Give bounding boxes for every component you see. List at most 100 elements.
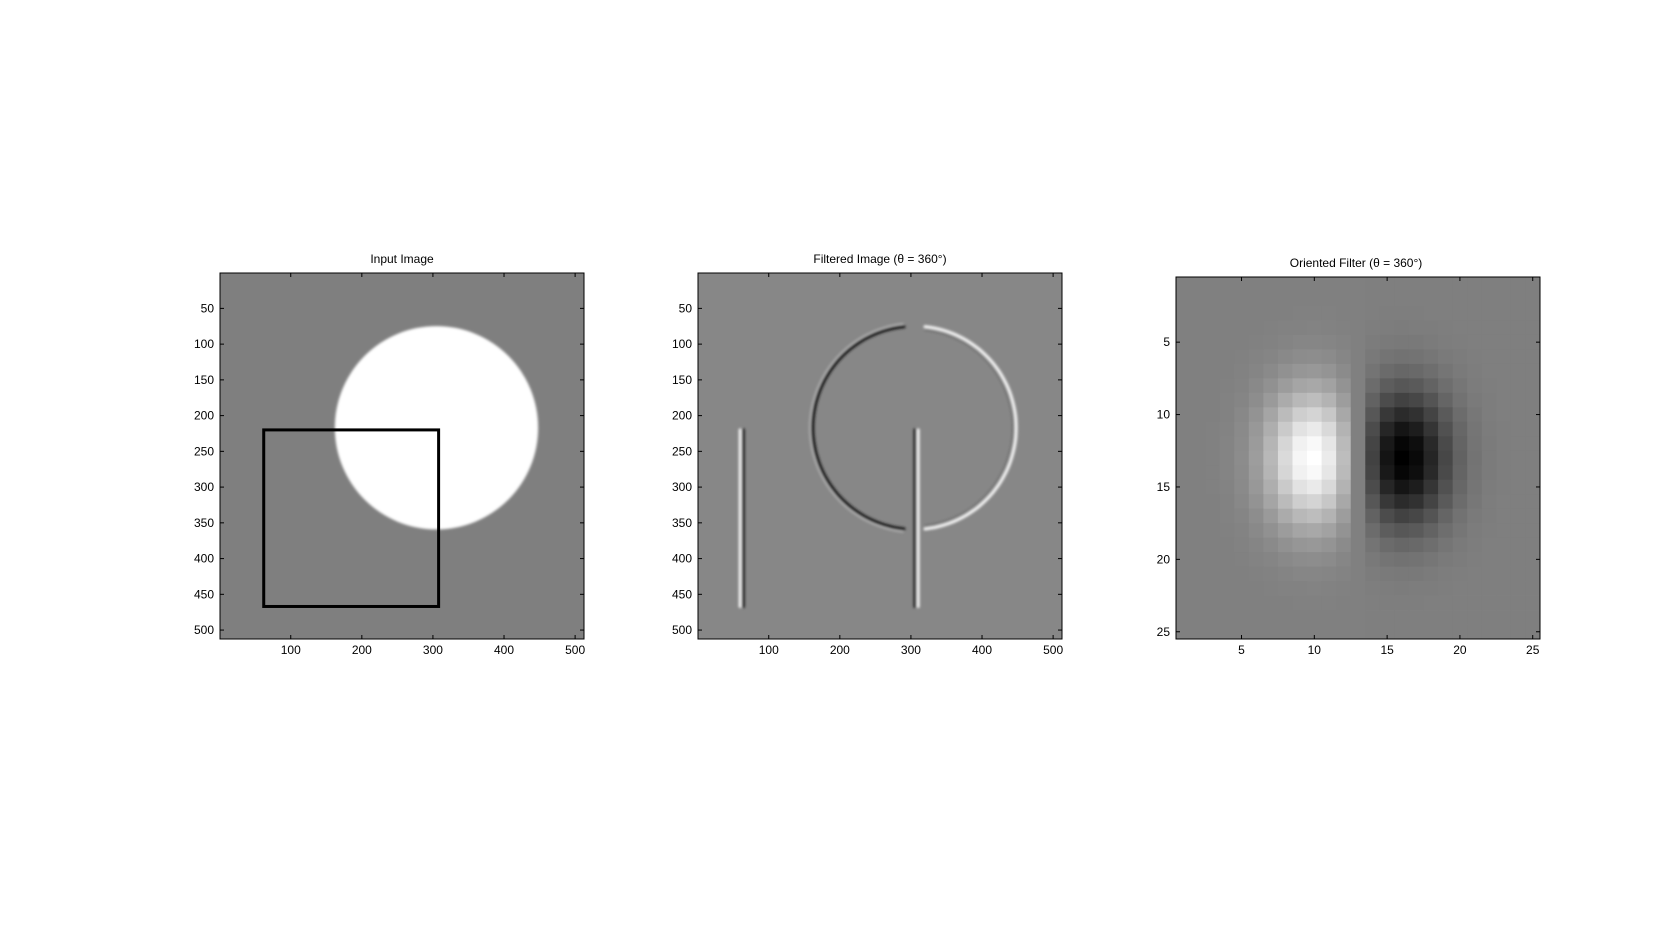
- filter-cell: [1481, 349, 1497, 365]
- x-tick-label: 20: [1453, 643, 1467, 657]
- filter-cell: [1321, 334, 1337, 350]
- filter-cell: [1408, 610, 1424, 625]
- filter-cell: [1205, 494, 1221, 510]
- filter-cell: [1365, 291, 1381, 307]
- filter-cell: [1510, 277, 1526, 292]
- filter-cell: [1321, 581, 1337, 596]
- filter-cell: [1525, 378, 1541, 394]
- filter-cell: [1350, 277, 1366, 292]
- white-disk: [334, 326, 539, 530]
- filter-cell: [1234, 334, 1250, 350]
- filter-cell: [1336, 291, 1352, 307]
- filter-cell: [1219, 277, 1235, 292]
- filter-cell: [1394, 334, 1410, 350]
- filter-cell: [1336, 392, 1352, 408]
- filter-cell: [1190, 494, 1206, 510]
- filter-cell: [1408, 581, 1424, 596]
- filter-cell: [1408, 305, 1424, 321]
- filter-cell: [1525, 610, 1541, 625]
- filter-cell: [1365, 363, 1381, 379]
- filter-cell: [1423, 349, 1439, 365]
- filter-cell: [1467, 494, 1483, 510]
- y-tick-label: 5: [1163, 335, 1170, 349]
- filter-cell: [1510, 537, 1526, 553]
- filter-cell: [1292, 537, 1308, 553]
- filter-cell: [1525, 566, 1541, 582]
- y-tick-label: 25: [1157, 625, 1171, 639]
- filter-cell: [1190, 320, 1206, 336]
- filter-cell: [1350, 479, 1366, 495]
- filter-cell: [1452, 508, 1468, 524]
- filter-cell: [1234, 537, 1250, 553]
- filter-cell: [1510, 392, 1526, 408]
- filter-cell: [1248, 450, 1264, 466]
- filter-cell: [1190, 566, 1206, 582]
- filter-cell: [1452, 392, 1468, 408]
- filter-cell: [1496, 537, 1512, 553]
- filter-cell: [1423, 305, 1439, 321]
- filter-cell: [1525, 305, 1541, 321]
- filter-cell: [1438, 508, 1454, 524]
- filter-cell: [1408, 277, 1424, 292]
- filter-cell: [1219, 479, 1235, 495]
- filter-cell: [1190, 581, 1206, 596]
- filter-cell: [1219, 421, 1235, 437]
- filter-cell: [1248, 407, 1264, 423]
- x-tick-label: 25: [1526, 643, 1540, 657]
- filter-cell: [1234, 508, 1250, 524]
- filter-cell: [1190, 479, 1206, 495]
- filter-cell: [1496, 494, 1512, 510]
- filter-cell: [1510, 378, 1526, 394]
- filter-cell: [1525, 523, 1541, 539]
- filter-cell: [1379, 305, 1395, 321]
- filter-cell: [1336, 421, 1352, 437]
- filter-cell: [1365, 494, 1381, 510]
- filter-cell: [1496, 595, 1512, 611]
- filter-cell: [1379, 378, 1395, 394]
- filter-cell: [1190, 595, 1206, 611]
- filter-cell: [1176, 291, 1191, 307]
- filter-cell: [1423, 334, 1439, 350]
- filter-cell: [1277, 378, 1293, 394]
- filter-cell: [1336, 465, 1352, 481]
- y-tick-label: 10: [1157, 408, 1171, 422]
- filter-cell: [1467, 320, 1483, 336]
- filter-cell: [1496, 392, 1512, 408]
- filter-cell: [1438, 421, 1454, 437]
- x-tick-label: 500: [1043, 643, 1063, 657]
- filter-cell: [1423, 479, 1439, 495]
- filter-cell: [1176, 392, 1191, 408]
- filter-cell: [1205, 537, 1221, 553]
- filter-cell: [1408, 450, 1424, 466]
- filter-cell: [1525, 334, 1541, 350]
- filter-cell: [1379, 566, 1395, 582]
- filter-cell: [1379, 479, 1395, 495]
- filter-cell: [1394, 624, 1410, 640]
- filter-cell: [1452, 291, 1468, 307]
- filter-cell: [1423, 523, 1439, 539]
- x-tick-label: 5: [1238, 643, 1245, 657]
- y-tick-label: 500: [672, 623, 692, 637]
- filter-cell: [1452, 624, 1468, 640]
- filter-cell: [1365, 465, 1381, 481]
- filter-cell: [1394, 465, 1410, 481]
- filter-cell: [1452, 363, 1468, 379]
- filter-cell: [1350, 552, 1366, 567]
- filter-cell: [1263, 595, 1279, 611]
- filter-cell: [1525, 552, 1541, 567]
- x-tick-label: 400: [494, 643, 514, 657]
- filter-cell: [1190, 450, 1206, 466]
- filter-cell: [1277, 552, 1293, 567]
- filter-cell: [1481, 334, 1497, 350]
- filter-cell: [1438, 552, 1454, 567]
- filter-cell: [1321, 494, 1337, 510]
- filter-cell: [1394, 523, 1410, 539]
- filter-cell: [1467, 523, 1483, 539]
- filter-cell: [1219, 624, 1235, 640]
- filter-cell: [1292, 552, 1308, 567]
- filter-cell: [1496, 566, 1512, 582]
- filter-cell: [1379, 363, 1395, 379]
- filter-cell: [1408, 494, 1424, 510]
- filter-cell: [1292, 320, 1308, 336]
- filter-cell: [1438, 349, 1454, 365]
